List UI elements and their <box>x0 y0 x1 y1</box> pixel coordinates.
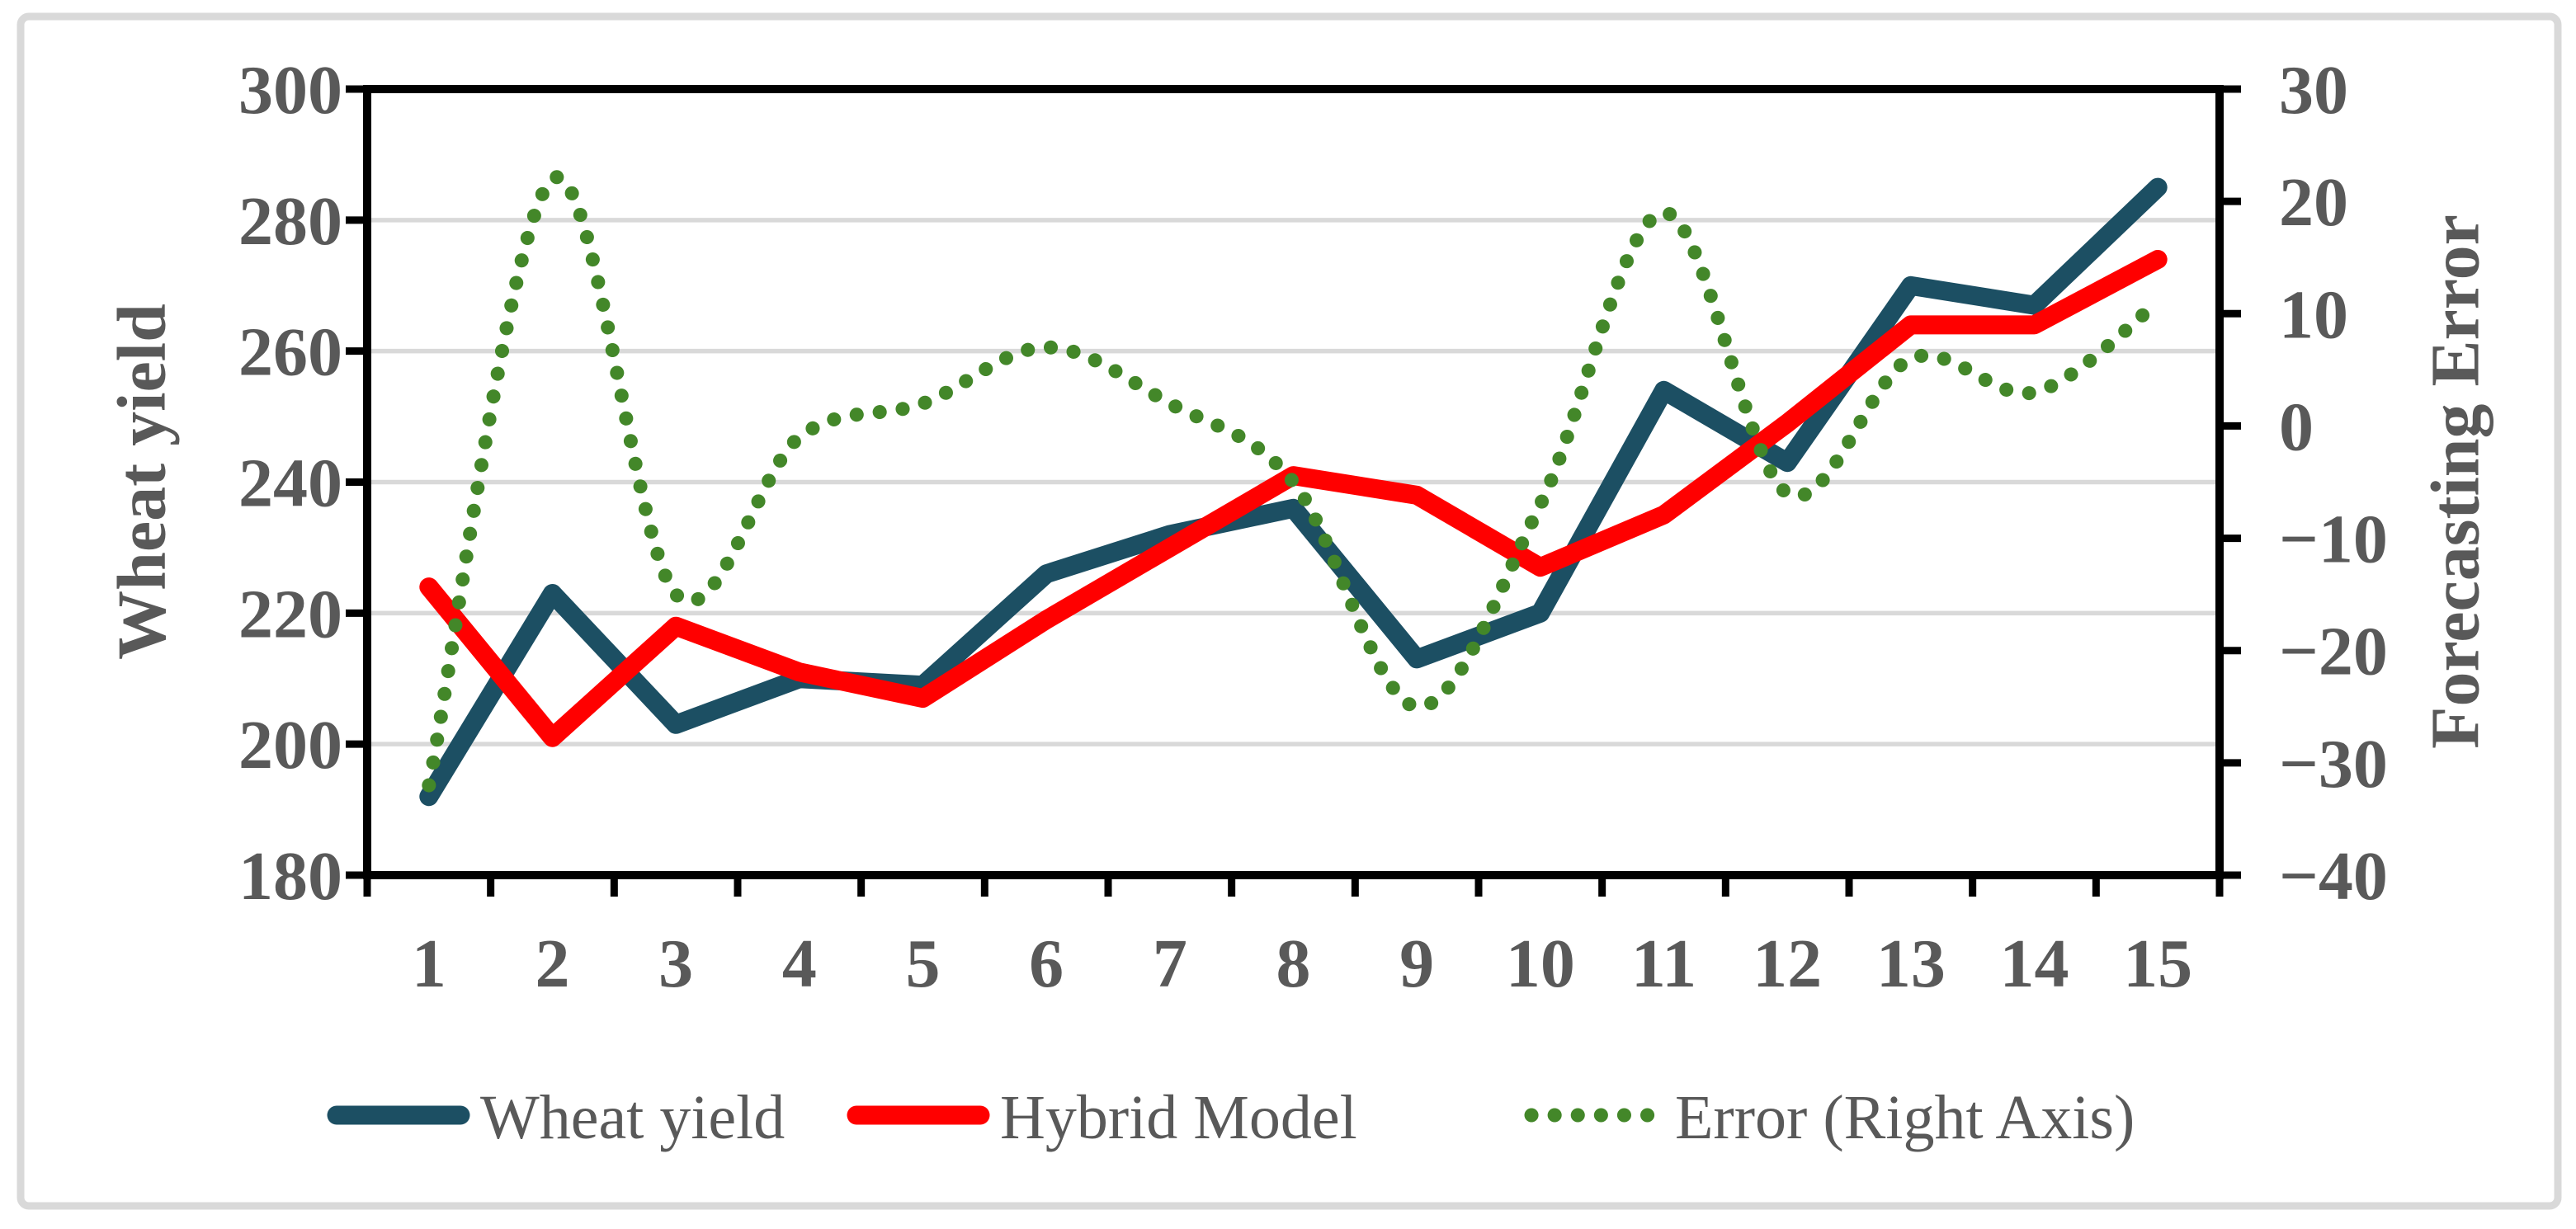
right-axis-tick-label: −40 <box>2279 838 2388 915</box>
wheat-yield-line <box>419 177 2168 807</box>
x-axis-tick-label: 8 <box>1276 925 1311 1002</box>
x-axis-tick-label: 3 <box>658 925 693 1002</box>
right-axis-tick-label: 30 <box>2279 52 2348 129</box>
left-axis-tick-label: 240 <box>238 445 342 522</box>
left-axis-tick-label: 180 <box>238 838 342 915</box>
left-axis-tick-label: 220 <box>238 576 342 652</box>
right-axis-tick-label: −30 <box>2279 726 2388 803</box>
right-axis-tick-label: 0 <box>2279 388 2314 465</box>
x-axis-tick-label: 12 <box>1753 925 1822 1002</box>
legend-label-wheat-yield: Wheat yield <box>480 1083 785 1152</box>
axes <box>346 85 2241 897</box>
x-axis-tick-label: 11 <box>1631 925 1696 1002</box>
x-axis-tick-label: 14 <box>2000 925 2069 1002</box>
legend-label-error: Error (Right Axis) <box>1675 1083 2135 1152</box>
right-axis-tick-label: −20 <box>2279 614 2388 690</box>
x-axis-tick-label: 5 <box>906 925 941 1002</box>
x-axis-tick-label: 1 <box>412 925 446 1002</box>
x-axis-tick-label: 13 <box>1876 925 1946 1002</box>
hybrid-model-line <box>419 250 2168 747</box>
x-axis-tick-label: 9 <box>1399 925 1434 1002</box>
left-axis-tick-label: 280 <box>238 183 342 260</box>
legend-label-hybrid-model: Hybrid Model <box>1000 1083 1357 1152</box>
series-lines <box>419 170 2168 807</box>
x-axis-tick-label: 6 <box>1029 925 1064 1002</box>
x-axis-tick-label: 15 <box>2123 925 2192 1002</box>
x-axis-tick-label: 7 <box>1153 925 1187 1002</box>
x-axis-tick-label: 4 <box>782 925 817 1002</box>
left-axis-tick-label: 200 <box>238 707 342 784</box>
left-axis-title: Wheat yield <box>104 304 181 660</box>
right-axis-tick-label: 10 <box>2279 276 2348 353</box>
left-axis-tick-label: 300 <box>238 52 342 129</box>
right-axis-tick-label: 20 <box>2279 164 2348 241</box>
figure-border <box>17 12 2562 1210</box>
x-axis-tick-label: 2 <box>535 925 570 1002</box>
right-axis-tick-label: −10 <box>2279 501 2388 578</box>
error-line <box>422 170 2165 793</box>
x-axis-tick-label: 10 <box>1506 925 1575 1002</box>
legend: Wheat yield Hybrid Model Error (Right Ax… <box>327 1083 2135 1152</box>
axis-tick-labels: 300 280 260 240 220 200 180 30 20 10 0 −10 −20 −30 −40… <box>238 52 2388 1002</box>
left-axis-tick-label: 260 <box>238 314 342 391</box>
right-axis-title: Forecasting Error <box>2418 214 2494 749</box>
